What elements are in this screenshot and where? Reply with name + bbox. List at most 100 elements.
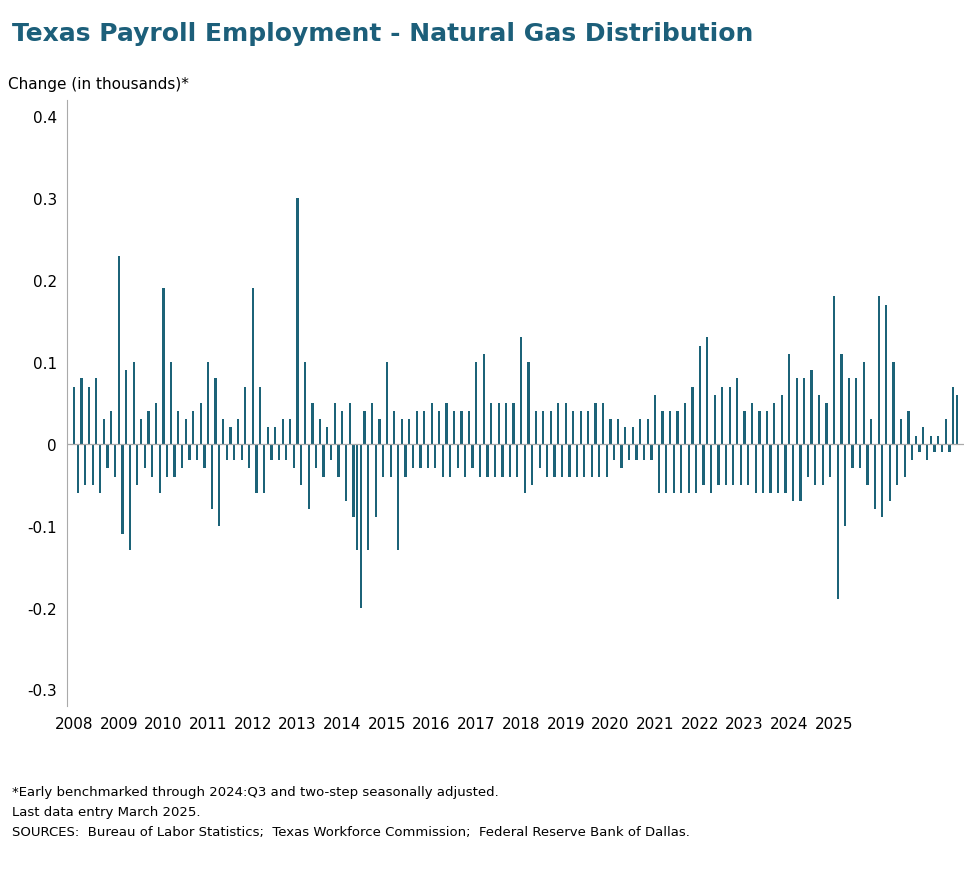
Bar: [229, 428, 232, 445]
Bar: [244, 387, 246, 445]
Bar: [486, 445, 488, 477]
Bar: [616, 420, 618, 445]
Bar: [162, 289, 164, 445]
Bar: [690, 387, 692, 445]
Bar: [705, 338, 708, 445]
Bar: [835, 445, 838, 600]
Bar: [363, 411, 366, 445]
Bar: [702, 445, 704, 485]
Bar: [527, 362, 529, 445]
Bar: [412, 445, 414, 469]
Bar: [828, 445, 830, 477]
Text: Change (in thousands)*: Change (in thousands)*: [8, 77, 189, 92]
Bar: [348, 403, 350, 445]
Bar: [337, 445, 339, 477]
Bar: [866, 445, 867, 485]
Bar: [88, 387, 90, 445]
Bar: [225, 445, 228, 460]
Bar: [847, 379, 849, 445]
Bar: [371, 403, 373, 445]
Bar: [181, 445, 183, 469]
Bar: [144, 445, 146, 469]
Bar: [255, 445, 257, 494]
Bar: [627, 445, 630, 460]
Bar: [464, 445, 466, 477]
Bar: [214, 379, 216, 445]
Bar: [888, 445, 890, 502]
Bar: [84, 445, 86, 485]
Bar: [601, 403, 603, 445]
Bar: [645, 420, 648, 445]
Bar: [843, 445, 845, 526]
Bar: [769, 445, 771, 494]
Bar: [155, 403, 156, 445]
Bar: [664, 445, 667, 494]
Bar: [497, 403, 500, 445]
Bar: [713, 396, 715, 445]
Bar: [274, 428, 276, 445]
Bar: [322, 445, 325, 477]
Bar: [587, 411, 589, 445]
Bar: [921, 428, 923, 445]
Bar: [344, 445, 347, 502]
Bar: [206, 362, 209, 445]
Bar: [426, 445, 428, 469]
Bar: [571, 411, 574, 445]
Bar: [717, 445, 719, 485]
Bar: [779, 396, 782, 445]
Bar: [196, 445, 198, 460]
Bar: [482, 354, 484, 445]
Bar: [99, 445, 101, 494]
Bar: [437, 411, 440, 445]
Bar: [739, 445, 741, 485]
Bar: [676, 411, 678, 445]
Bar: [884, 305, 886, 445]
Text: Last data entry March 2025.: Last data entry March 2025.: [12, 805, 200, 818]
Bar: [754, 445, 756, 494]
Bar: [951, 387, 954, 445]
Bar: [445, 403, 447, 445]
Bar: [140, 420, 142, 445]
Bar: [761, 445, 764, 494]
Bar: [367, 445, 369, 551]
Bar: [765, 411, 767, 445]
Bar: [416, 411, 418, 445]
Bar: [259, 387, 261, 445]
Bar: [509, 445, 511, 477]
Bar: [111, 411, 112, 445]
Bar: [929, 436, 931, 445]
Bar: [590, 445, 593, 477]
Bar: [542, 411, 544, 445]
Bar: [560, 445, 562, 477]
Bar: [680, 445, 682, 494]
Bar: [247, 445, 250, 469]
Bar: [583, 445, 585, 477]
Bar: [620, 445, 622, 469]
Bar: [631, 428, 633, 445]
Bar: [132, 362, 135, 445]
Bar: [136, 445, 138, 485]
Bar: [821, 445, 823, 485]
Bar: [635, 445, 637, 460]
Bar: [91, 445, 94, 485]
Bar: [511, 403, 514, 445]
Bar: [913, 436, 916, 445]
Bar: [430, 403, 432, 445]
Bar: [657, 445, 659, 494]
Bar: [292, 445, 294, 469]
Bar: [892, 362, 894, 445]
Bar: [173, 445, 175, 477]
Bar: [72, 387, 75, 445]
Bar: [270, 445, 272, 460]
Bar: [564, 403, 566, 445]
Bar: [936, 436, 939, 445]
Bar: [661, 411, 663, 445]
Bar: [948, 445, 950, 453]
Bar: [515, 445, 518, 477]
Bar: [839, 354, 842, 445]
Bar: [612, 445, 614, 460]
Bar: [773, 403, 775, 445]
Bar: [791, 445, 793, 502]
Bar: [166, 445, 168, 477]
Bar: [750, 403, 752, 445]
